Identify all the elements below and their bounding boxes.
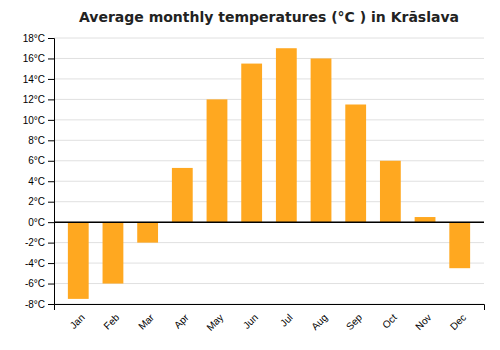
x-tick-label: Jan <box>68 312 87 331</box>
grid <box>54 38 484 304</box>
y-tick-label: 8°C <box>28 135 45 146</box>
y-tick: 18°C <box>23 33 54 44</box>
y-tick-mark <box>48 202 54 203</box>
y-tick: 4°C <box>28 176 54 187</box>
grid-line <box>54 119 484 120</box>
y-axis-line <box>48 39 55 305</box>
chart-title: Average monthly temperatures (°C ) in Kr… <box>79 9 459 25</box>
grid-line <box>54 222 484 223</box>
y-tick: 10°C <box>23 115 54 126</box>
x-tick-label: Sep <box>344 311 365 332</box>
y-tick: 8°C <box>28 135 54 146</box>
x-tick-label: Apr <box>172 311 191 330</box>
x-tick-label: Jul <box>278 312 295 329</box>
y-axis: -8°C -6°C -4°C -2°C 0°C 2°C 4°C 6°C 8°C 10°C 12°C 1… <box>23 33 55 310</box>
x-tick: Jun <box>241 312 260 331</box>
chart-svg: -8°C -6°C -4°C -2°C 0°C 2°C 4°C 6°C 8°C 10°C 12°C 1… <box>0 0 500 350</box>
y-tick-label: 4°C <box>28 176 45 187</box>
x-tick-label: Feb <box>101 311 121 331</box>
y-tick: 0°C <box>28 217 54 228</box>
bar <box>68 222 89 299</box>
y-tick: 14°C <box>23 74 54 85</box>
y-tick-mark <box>48 263 54 264</box>
x-tick: Nov <box>413 312 433 332</box>
chart-container: -8°C -6°C -4°C -2°C 0°C 2°C 4°C 6°C 8°C 10°C 12°C 1… <box>0 0 500 350</box>
grid-line <box>54 201 484 202</box>
y-tick: -4°C <box>25 258 54 269</box>
bar <box>207 99 228 222</box>
grid-line <box>54 38 484 39</box>
y-tick-mark <box>48 243 54 244</box>
x-tick-label: Jun <box>241 312 260 331</box>
y-tick-label: -6°C <box>25 278 45 289</box>
x-tick-label: Aug <box>309 312 329 332</box>
x-axis: Jan Feb Mar Apr May Jun Jul Aug Sep Oct Nov Dec <box>55 305 485 333</box>
x-tick: May <box>204 312 225 333</box>
y-tick-label: 14°C <box>23 74 45 85</box>
grid-line <box>54 181 484 182</box>
y-tick-label: 12°C <box>23 94 45 105</box>
bar <box>449 222 470 268</box>
x-tick-label: Mar <box>136 311 156 331</box>
bar <box>311 58 332 222</box>
bar <box>172 168 193 222</box>
bar <box>137 222 158 242</box>
bar <box>380 161 401 222</box>
y-tick: 6°C <box>28 155 54 166</box>
y-tick-mark <box>48 181 54 182</box>
bars <box>68 48 470 299</box>
grid-line <box>54 58 484 59</box>
y-tick: -6°C <box>25 278 54 289</box>
y-tick: 2°C <box>28 196 54 207</box>
y-tick-mark <box>48 140 54 141</box>
y-tick-label: 6°C <box>28 155 45 166</box>
x-tick-label: Nov <box>413 312 433 332</box>
y-tick: 16°C <box>23 53 54 64</box>
x-tick: Feb <box>101 311 121 331</box>
bar <box>415 217 436 222</box>
y-tick: -8°C <box>25 299 54 310</box>
x-tick-label: May <box>204 312 225 333</box>
x-tick: Dec <box>448 312 468 332</box>
bar <box>345 105 366 223</box>
y-tick-mark <box>48 120 54 121</box>
y-tick-label: 2°C <box>28 196 45 207</box>
y-tick-label: -2°C <box>25 237 45 248</box>
y-tick-mark <box>48 222 54 223</box>
x-tick: Mar <box>136 311 156 331</box>
plot-area: -8°C -6°C -4°C -2°C 0°C 2°C 4°C 6°C 8°C 10°C 12°C 1… <box>23 33 485 333</box>
y-tick-label: 10°C <box>23 115 45 126</box>
x-tick: Jan <box>68 312 87 331</box>
y-tick-label: -8°C <box>25 299 45 310</box>
x-tick: Aug <box>309 312 329 332</box>
x-tick-label: Oct <box>380 312 399 331</box>
grid-line <box>54 160 484 161</box>
y-tick-label: 18°C <box>23 33 45 44</box>
zero-line <box>54 221 484 223</box>
y-tick-mark <box>48 79 54 80</box>
y-tick-mark <box>48 284 54 285</box>
x-tick: Apr <box>172 311 191 330</box>
grid-line <box>54 99 484 100</box>
bar <box>276 48 297 222</box>
x-tick: Oct <box>380 312 399 331</box>
x-tick: Jul <box>278 312 295 329</box>
y-tick: 12°C <box>23 94 54 105</box>
y-tick: -2°C <box>25 237 54 248</box>
y-tick-mark <box>48 99 54 100</box>
y-tick-mark <box>48 38 54 39</box>
bar <box>103 222 124 283</box>
x-tick-label: Dec <box>448 312 468 332</box>
y-tick-mark <box>48 161 54 162</box>
y-tick-label: -4°C <box>25 258 45 269</box>
x-axis-line <box>55 305 485 311</box>
y-tick-label: 0°C <box>28 217 45 228</box>
y-tick-mark <box>48 304 54 305</box>
grid-line <box>54 78 484 79</box>
y-tick-mark <box>48 58 54 59</box>
x-tick: Sep <box>344 311 365 332</box>
grid-line <box>54 140 484 141</box>
y-tick-label: 16°C <box>23 53 45 64</box>
bar <box>241 64 262 223</box>
